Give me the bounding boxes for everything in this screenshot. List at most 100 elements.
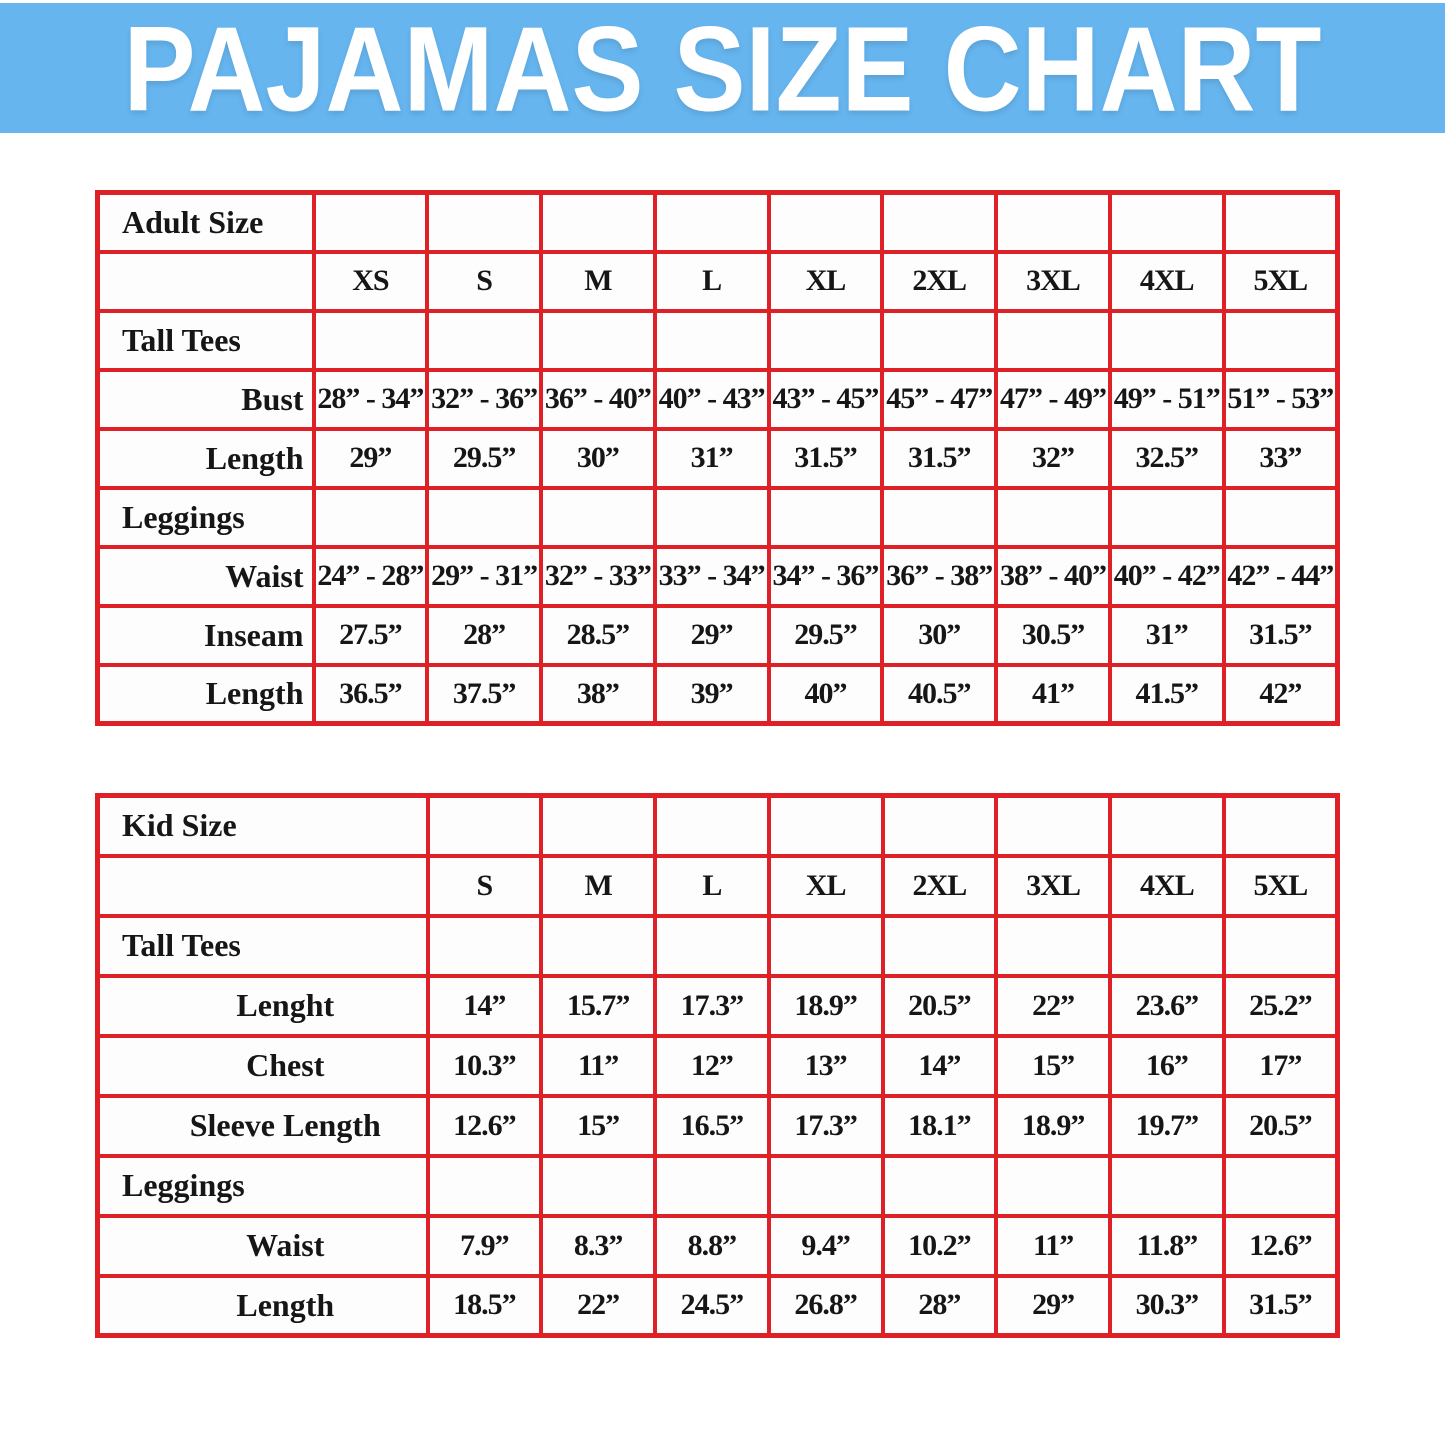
measure-row-cell: 34” - 36”: [766, 544, 885, 608]
size-header-row-cell: 3XL: [994, 853, 1112, 918]
adult-size-table: Adult Size XS S M L XL 2XL 3XL 4XL 5XL Tall Tees Bu…: [95, 190, 1340, 726]
measure-row-cell: 20.5”: [880, 973, 999, 1038]
measure-row-cell: 27.5”: [311, 603, 430, 667]
empty-cell: [766, 1153, 885, 1218]
empty-cell: [1221, 1153, 1340, 1218]
measure-row: Length 36.5” 37.5” 38” 39” 40” 40.5” 41” 41.5” 42…: [95, 662, 1340, 726]
measure-row-cell: 33” - 34”: [652, 544, 771, 608]
measure-row-cell: 15”: [539, 1093, 657, 1158]
section-header-row-label: Leggings: [95, 1153, 430, 1218]
table-title-row: Adult Size: [95, 190, 1340, 254]
measure-row-cell: 11”: [994, 1213, 1112, 1278]
measure-row-label: Waist: [95, 544, 316, 608]
empty-cell: [1221, 793, 1340, 858]
size-header-row-label: [95, 853, 430, 918]
measure-row-cell: 12”: [653, 1033, 771, 1098]
empty-cell: [1107, 308, 1226, 372]
page-title: PAJAMAS SIZE CHART: [123, 3, 1322, 133]
measure-row-label: Length: [95, 662, 316, 726]
measure-row-cell: 19.7”: [1108, 1093, 1226, 1158]
empty-cell: [653, 793, 771, 858]
empty-cell: [539, 913, 657, 978]
measure-row-cell: 18.5”: [425, 1273, 544, 1338]
empty-cell: [539, 485, 657, 549]
measure-row-cell: 28.5”: [539, 603, 657, 667]
empty-cell: [652, 485, 771, 549]
measure-row: Length 29” 29.5” 30” 31” 31.5” 31.5” 32” 32.5” 33…: [95, 426, 1340, 490]
measure-row-cell: 29”: [652, 603, 771, 667]
measure-row: Waist 24” - 28” 29” - 31” 32” - 33” 33” - 34…: [95, 544, 1340, 608]
measure-row-cell: 10.2”: [880, 1213, 999, 1278]
measure-row-cell: 20.5”: [1221, 1093, 1340, 1158]
empty-cell: [425, 793, 544, 858]
measure-row-cell: 40.5”: [880, 662, 999, 726]
measure-row-cell: 32”: [994, 426, 1112, 490]
measure-row-cell: 41”: [994, 662, 1112, 726]
measure-row-label: Waist: [95, 1213, 430, 1278]
size-header-row-cell: M: [539, 853, 657, 918]
measure-row-cell: 12.6”: [1221, 1213, 1340, 1278]
measure-row-cell: 40” - 42”: [1107, 544, 1226, 608]
size-header-row-cell: XL: [766, 249, 885, 313]
empty-cell: [994, 913, 1112, 978]
measure-row-cell: 24” - 28”: [311, 544, 430, 608]
empty-cell: [766, 485, 885, 549]
measure-row-cell: 14”: [880, 1033, 999, 1098]
measure-row-cell: 24.5”: [653, 1273, 771, 1338]
size-header-row: S M L XL 2XL 3XL 4XL 5XL: [95, 853, 1340, 918]
table-title-row-label: Adult Size: [95, 190, 316, 254]
measure-row-cell: 32.5”: [1107, 426, 1226, 490]
measure-row-cell: 29”: [994, 1273, 1112, 1338]
measure-row-cell: 17.3”: [653, 973, 771, 1038]
empty-cell: [653, 913, 771, 978]
size-header-row-cell: 2XL: [880, 853, 999, 918]
measure-row-cell: 49” - 51”: [1107, 367, 1226, 431]
empty-cell: [766, 913, 885, 978]
section-header-row: Leggings: [95, 1153, 1340, 1218]
measure-row-cell: 23.6”: [1108, 973, 1226, 1038]
size-header-row-cell: XS: [311, 249, 430, 313]
empty-cell: [880, 1153, 999, 1218]
empty-cell: [766, 308, 885, 372]
measure-row-cell: 36.5”: [311, 662, 430, 726]
measure-row-cell: 43” - 45”: [766, 367, 885, 431]
empty-cell: [311, 485, 430, 549]
measure-row-cell: 38” - 40”: [994, 544, 1112, 608]
measure-row-cell: 32” - 33”: [539, 544, 657, 608]
measure-row-cell: 28”: [880, 1273, 999, 1338]
size-header-row-cell: 5XL: [1221, 249, 1340, 313]
empty-cell: [425, 485, 544, 549]
measure-row-cell: 42”: [1221, 662, 1340, 726]
title-banner: PAJAMAS SIZE CHART: [0, 3, 1445, 133]
measure-row-cell: 14”: [425, 973, 544, 1038]
measure-row-cell: 29”: [311, 426, 430, 490]
measure-row-cell: 11.8”: [1108, 1213, 1226, 1278]
measure-row-cell: 30.3”: [1108, 1273, 1226, 1338]
size-header-row-cell: 4XL: [1108, 853, 1226, 918]
size-header-row-cell: 5XL: [1221, 853, 1340, 918]
empty-cell: [1221, 913, 1340, 978]
measure-row-cell: 29” - 31”: [425, 544, 544, 608]
measure-row-cell: 31.5”: [766, 426, 885, 490]
section-header-row: Tall Tees: [95, 913, 1340, 978]
measure-row-cell: 32” - 36”: [425, 367, 544, 431]
size-header-row-label: [95, 249, 316, 313]
size-header-row: XS S M L XL 2XL 3XL 4XL 5XL: [95, 249, 1340, 313]
measure-row-label: Lenght: [95, 973, 430, 1038]
measure-row-cell: 7.9”: [425, 1213, 544, 1278]
measure-row-cell: 37.5”: [425, 662, 544, 726]
size-header-row-cell: M: [539, 249, 657, 313]
measure-row-label: Sleeve Length: [95, 1093, 430, 1158]
measure-row-cell: 10.3”: [425, 1033, 544, 1098]
measure-row-cell: 15.7”: [539, 973, 657, 1038]
empty-cell: [994, 308, 1112, 372]
empty-cell: [311, 308, 430, 372]
empty-cell: [652, 308, 771, 372]
size-header-row-cell: 2XL: [880, 249, 999, 313]
measure-row-cell: 31.5”: [1221, 1273, 1340, 1338]
measure-row-cell: 33”: [1221, 426, 1340, 490]
size-header-row-cell: L: [653, 853, 771, 918]
measure-row-cell: 28” - 34”: [311, 367, 430, 431]
empty-cell: [766, 793, 885, 858]
table-title-row-label: Kid Size: [95, 793, 430, 858]
